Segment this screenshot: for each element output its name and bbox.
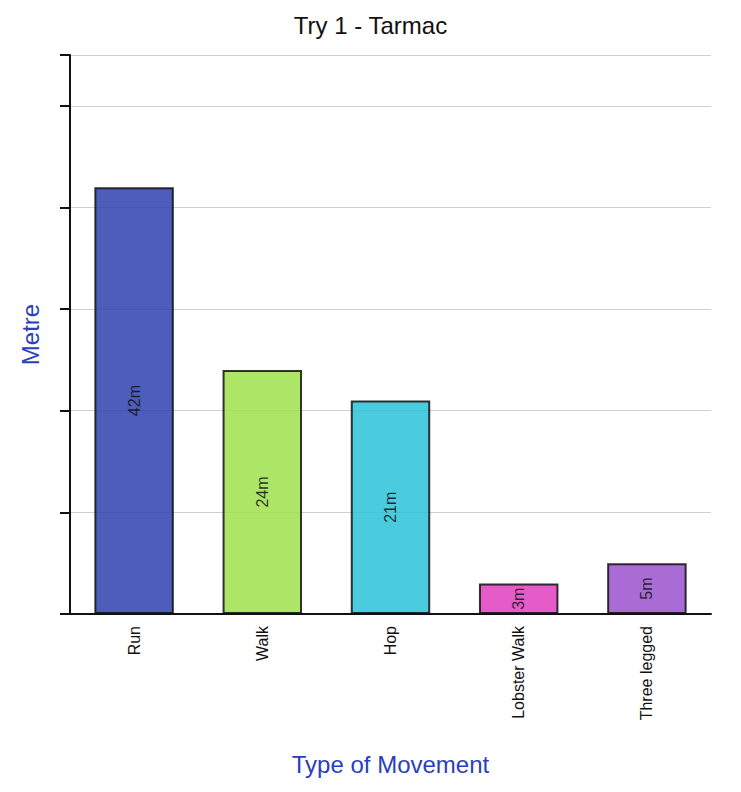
svg-text:Type of Movement: Type of Movement [292, 751, 490, 778]
svg-text:Try 1 - Tarmac: Try 1 - Tarmac [294, 12, 447, 39]
svg-text:42m: 42m [126, 385, 143, 416]
svg-text:Hop: Hop [382, 626, 399, 655]
svg-text:Lobster Walk: Lobster Walk [510, 625, 527, 719]
svg-text:Walk: Walk [254, 625, 271, 661]
svg-text:Run: Run [126, 626, 143, 655]
svg-text:Three legged: Three legged [638, 626, 655, 720]
svg-text:Metre: Metre [17, 304, 44, 365]
svg-text:3m: 3m [510, 588, 527, 610]
svg-text:5m: 5m [638, 577, 655, 599]
svg-text:21m: 21m [382, 492, 399, 523]
svg-text:24m: 24m [254, 476, 271, 507]
